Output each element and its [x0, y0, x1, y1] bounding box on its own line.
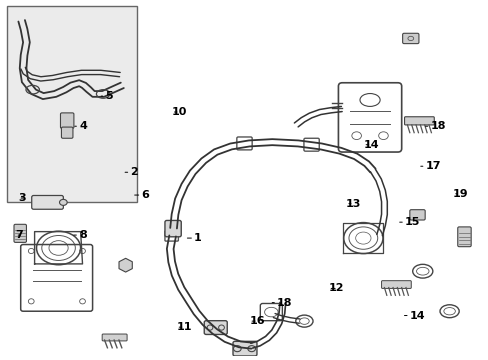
FancyBboxPatch shape — [232, 341, 256, 356]
Text: 18: 18 — [429, 121, 445, 131]
Text: 10: 10 — [171, 107, 186, 117]
Text: 5: 5 — [105, 91, 113, 101]
Text: 7: 7 — [16, 230, 23, 240]
Text: 17: 17 — [425, 161, 440, 171]
FancyBboxPatch shape — [32, 195, 63, 209]
FancyBboxPatch shape — [14, 224, 26, 242]
Text: 4: 4 — [79, 121, 87, 131]
FancyBboxPatch shape — [404, 117, 433, 125]
FancyBboxPatch shape — [457, 227, 470, 247]
FancyBboxPatch shape — [102, 334, 127, 341]
Bar — [7, 6, 137, 202]
Text: 6: 6 — [141, 190, 149, 200]
FancyBboxPatch shape — [164, 220, 181, 237]
Text: 15: 15 — [404, 217, 420, 227]
Text: 11: 11 — [176, 322, 192, 332]
Text: 14: 14 — [409, 311, 425, 320]
Ellipse shape — [60, 199, 67, 206]
Text: 3: 3 — [18, 193, 26, 203]
Text: 19: 19 — [452, 189, 468, 199]
FancyBboxPatch shape — [381, 281, 410, 288]
FancyBboxPatch shape — [402, 33, 418, 44]
Text: 2: 2 — [130, 167, 138, 177]
Text: 12: 12 — [328, 283, 343, 293]
Text: 16: 16 — [249, 316, 264, 326]
FancyBboxPatch shape — [61, 113, 74, 129]
Text: 8: 8 — [79, 230, 87, 240]
Text: 14: 14 — [363, 140, 378, 150]
Text: 1: 1 — [194, 233, 202, 243]
FancyBboxPatch shape — [61, 127, 73, 138]
Text: 18: 18 — [277, 298, 292, 307]
FancyBboxPatch shape — [409, 210, 424, 220]
Text: 13: 13 — [346, 199, 361, 209]
FancyBboxPatch shape — [204, 321, 227, 334]
